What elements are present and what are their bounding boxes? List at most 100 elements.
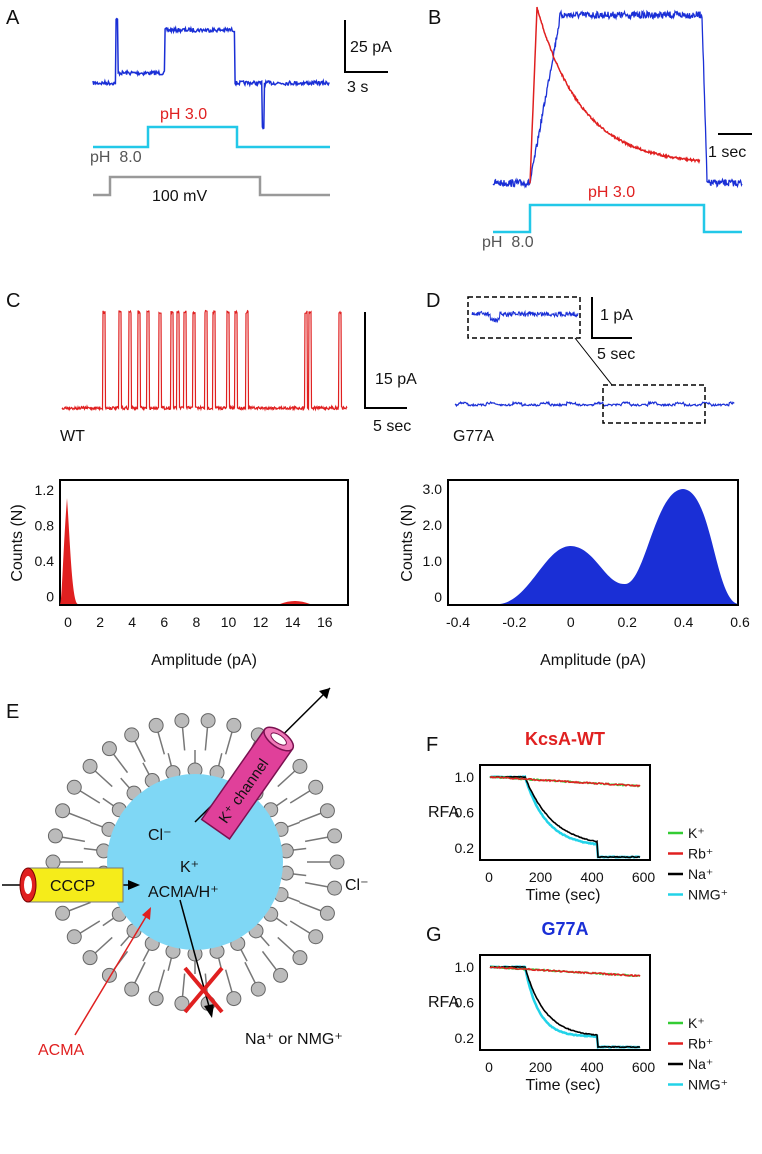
trace — [489, 965, 641, 1049]
plot-frame — [59, 479, 349, 606]
y-tick-label: 0.6 — [455, 805, 475, 821]
x-tick-label: 0.6 — [730, 614, 750, 630]
y-axis-label: Counts (N) — [9, 504, 26, 581]
lipid-head — [66, 929, 82, 945]
panel-label: C — [6, 290, 20, 312]
current-trace — [492, 9, 743, 189]
lipid-tail — [181, 726, 186, 751]
legend-label: Na⁺ — [688, 866, 713, 882]
lipid-head — [45, 854, 61, 870]
legend-label: K⁺ — [688, 825, 705, 841]
lipid-head — [273, 967, 289, 983]
lipid-head — [226, 717, 242, 733]
ph-step — [493, 203, 742, 234]
scale-bar — [344, 20, 388, 73]
lipid-head — [148, 717, 164, 733]
x-tick-label: -0.4 — [446, 614, 470, 630]
lipid-tail — [61, 836, 86, 843]
legend-label: K⁺ — [688, 1015, 705, 1031]
trace-label: G77A — [453, 428, 494, 445]
y-tick-label: 1.0 — [455, 769, 475, 785]
lipid-bilayer — [45, 713, 345, 1011]
x-axis-label: Time (sec) — [526, 887, 601, 904]
acma-label: ACMA — [38, 1042, 85, 1059]
y-axis-label: RFA — [428, 994, 459, 1011]
scale-time: 1 sec — [708, 144, 746, 161]
x-tick-label: 8 — [193, 614, 201, 630]
current-trace — [92, 17, 330, 130]
lipid-head — [327, 828, 343, 844]
ph-low: pH 8.0 — [90, 149, 142, 166]
arrow-head — [319, 688, 330, 699]
lipid-tail — [304, 836, 329, 843]
lipid-tail — [133, 961, 146, 985]
lipid-head — [200, 713, 216, 729]
x-tick-label: 0 — [567, 614, 575, 630]
voltage-step — [93, 175, 330, 197]
panel-title: G77A — [541, 919, 588, 939]
trace — [489, 965, 641, 1049]
x-tick-label: 0 — [64, 614, 72, 630]
lipid-tail — [181, 973, 186, 998]
x-tick-label: 200 — [529, 869, 553, 885]
y-tick-label: 0.4 — [35, 553, 55, 569]
flux-panel: F KcsA-WT RFA Time (sec) 1.0 0.6 0.2 0 200 400 600… — [426, 729, 728, 904]
plot-frame — [479, 954, 651, 1051]
single-channel-trace — [454, 400, 735, 408]
lipid-tail — [67, 812, 91, 823]
lipid-head — [101, 741, 117, 757]
single-channel-trace — [61, 309, 348, 412]
arrow-head — [142, 907, 151, 920]
lipid-head — [47, 828, 63, 844]
current-trace — [529, 6, 701, 184]
flux-panel: G G77A RFA Time (sec) 1.0 0.6 0.2 0 200 400 600 K⁺ R… — [426, 919, 728, 1094]
lipid-head — [319, 803, 335, 819]
x-tick-label: 0.4 — [674, 614, 694, 630]
trace — [489, 775, 641, 859]
panel-label: F — [426, 734, 438, 756]
x-axis-label: Amplitude (pA) — [151, 652, 257, 669]
x-tick-label: 0.2 — [617, 614, 637, 630]
panel-label: D — [426, 290, 440, 312]
lipid-tail — [204, 726, 209, 751]
lipid-tail — [224, 730, 233, 755]
lipid-tail — [157, 730, 166, 755]
ion-label: ACMA/H⁺ — [148, 884, 219, 901]
trace — [489, 965, 641, 978]
lipid-tail — [299, 812, 323, 823]
x-axis-label: Amplitude (pA) — [540, 652, 646, 669]
y-tick-label: 0.2 — [455, 840, 475, 856]
voltage-label: 100 mV — [152, 188, 207, 205]
lipid-head — [226, 991, 242, 1007]
lipid-tail — [78, 789, 101, 804]
x-tick-label: 2 — [96, 614, 104, 630]
y-tick-label: 0 — [434, 589, 442, 605]
lipid-head — [148, 991, 164, 1007]
lipid-tail — [244, 961, 257, 985]
lipid-head — [319, 905, 335, 921]
x-tick-label: 200 — [529, 1059, 553, 1075]
plot-frame — [479, 764, 651, 861]
x-tick-label: 600 — [632, 869, 656, 885]
lipid-head — [250, 981, 266, 997]
blocked-mark — [183, 966, 224, 1014]
panel-title: KcsA-WT — [525, 729, 605, 749]
lipid-head — [55, 803, 71, 819]
panel-label: G — [426, 924, 442, 946]
acma-arrow — [74, 914, 148, 1036]
legend-label: NMG⁺ — [688, 1077, 728, 1093]
x-tick-label: 600 — [632, 1059, 656, 1075]
trace — [489, 775, 641, 788]
lipid-head — [174, 713, 190, 729]
ion-label: Cl⁻ — [148, 827, 172, 844]
lipid-head — [308, 779, 324, 795]
lipid-tail — [133, 739, 146, 763]
lipid-tail — [277, 769, 297, 788]
x-tick-label: 400 — [580, 869, 604, 885]
y-tick-label: 0 — [46, 589, 54, 605]
x-tick-label: 16 — [317, 614, 333, 630]
ion-label: Na⁺ or NMG⁺ — [245, 1031, 343, 1048]
x-tick-label: 0 — [485, 1059, 493, 1075]
lipid-tail — [78, 920, 101, 935]
